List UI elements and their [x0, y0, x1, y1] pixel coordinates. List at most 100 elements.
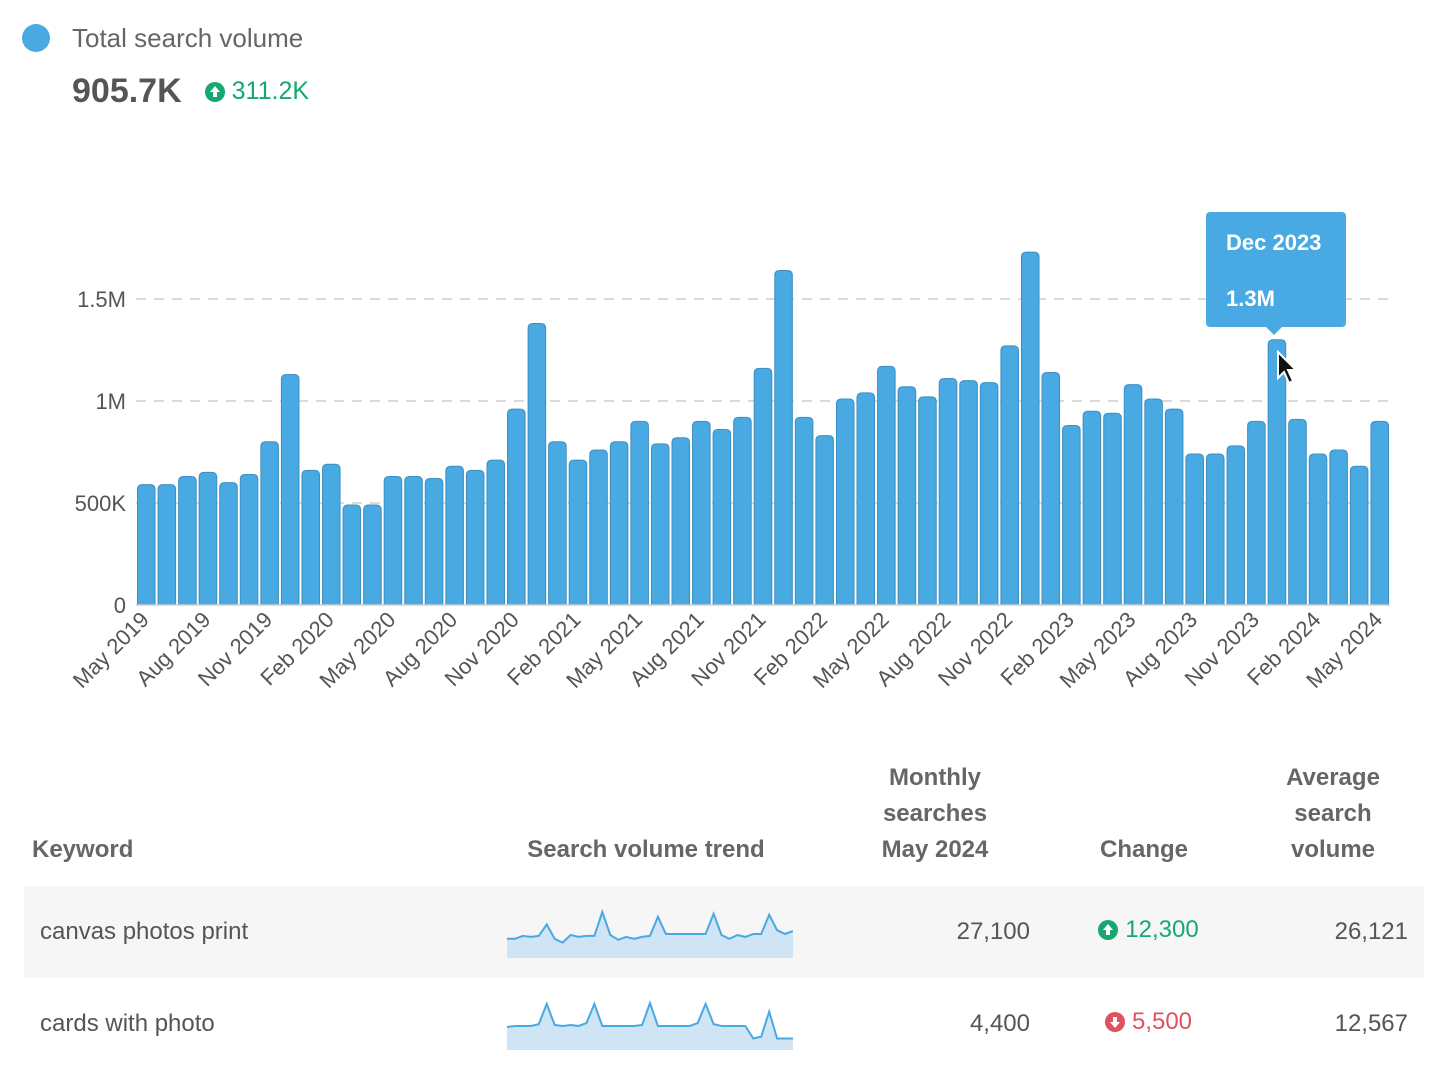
bar-dec-2021[interactable] [774, 269, 793, 606]
total-change: 311.2K [204, 77, 309, 106]
bar-may-2021[interactable] [630, 420, 649, 606]
keyword-cell[interactable]: cards with photo [40, 1010, 215, 1037]
legend-label: Total search volume [72, 22, 304, 53]
header-monthly-line-1: Monthly [889, 764, 981, 791]
bar-jul-2023[interactable] [1164, 408, 1184, 606]
bar-may-2024[interactable] [1370, 420, 1389, 606]
table-row[interactable]: cards with photo 4,400 5,500 12,567 [24, 978, 1424, 1070]
sparkline-line [507, 908, 793, 944]
header-average-line-3: volume [1290, 836, 1376, 863]
change-value-up: 12,300 [1097, 916, 1199, 944]
bar-oct-2021[interactable] [733, 416, 752, 606]
tooltip-date: Dec 2023 [1226, 230, 1322, 255]
bar-dec-2022[interactable] [1020, 251, 1040, 606]
bar-dec-2020[interactable] [527, 322, 547, 606]
bar-aug-2020[interactable] [445, 465, 464, 606]
legend-swatch [22, 24, 50, 52]
header-keyword[interactable]: Keyword [32, 836, 134, 863]
arrow-up-circle-icon [1098, 920, 1119, 940]
bar-may-2022[interactable] [877, 365, 896, 606]
change-cell: 5,500 [1046, 978, 1250, 1070]
trend-cell [468, 886, 832, 978]
headline-metrics: 905.7K 311.2K [72, 72, 309, 111]
bar-apr-2024[interactable] [1349, 465, 1369, 606]
mouse-pointer-icon [1277, 350, 1299, 385]
sparkline-area [507, 911, 793, 958]
bar-nov-2020[interactable] [507, 408, 526, 606]
bar-oct-2020[interactable] [486, 459, 506, 606]
sparkline-line [507, 999, 793, 1040]
bar-aug-2023[interactable] [1185, 453, 1204, 606]
bar-nov-2023[interactable] [1247, 420, 1266, 606]
bar-oct-2019[interactable] [239, 473, 259, 606]
bar-sep-2023[interactable] [1205, 453, 1225, 606]
change-cell: 12,300 [1046, 886, 1250, 978]
bar-mar-2022[interactable] [835, 398, 855, 606]
bar-mar-2023[interactable] [1082, 410, 1102, 606]
bar-may-2023[interactable] [1123, 384, 1143, 606]
bar-sep-2021[interactable] [712, 429, 732, 606]
bar-dec-2023[interactable] [1267, 339, 1287, 606]
bar-may-2020[interactable] [383, 475, 403, 606]
bar-aug-2019[interactable] [198, 471, 218, 606]
bar-feb-2023[interactable] [1062, 424, 1081, 606]
legend[interactable]: Total search volume [22, 22, 303, 54]
bar-dec-2019[interactable] [280, 373, 300, 606]
bar-sep-2022[interactable] [959, 380, 978, 606]
monthly-searches-cell: 27,100 [832, 886, 1046, 978]
bar-nov-2019[interactable] [260, 441, 279, 606]
bar-jan-2020[interactable] [301, 469, 321, 606]
bar-jul-2022[interactable] [918, 396, 937, 606]
monthly-searches-cell: 4,400 [969, 1010, 1030, 1037]
bar-jan-2023[interactable] [1041, 371, 1061, 606]
bar-jun-2019[interactable] [157, 484, 177, 606]
average-volume-cell: 12,567 [1334, 1010, 1408, 1037]
bar-sep-2019[interactable] [219, 482, 238, 606]
bar-jan-2024[interactable] [1288, 418, 1307, 606]
bar-oct-2022[interactable] [979, 382, 999, 606]
bar-mar-2020[interactable] [342, 504, 362, 606]
header-search-volume-trend: Search volume trend [527, 836, 765, 863]
bar-may-2019[interactable] [137, 484, 156, 606]
bar-jul-2021[interactable] [671, 437, 691, 606]
bar-jul-2019[interactable] [178, 475, 197, 606]
y-tick-label: 1M [95, 389, 126, 414]
bar-feb-2021[interactable] [568, 459, 588, 606]
bar-feb-2020[interactable] [322, 463, 341, 606]
bar-jun-2022[interactable] [897, 386, 917, 606]
bar-apr-2020[interactable] [363, 504, 382, 606]
header-monthly-searches[interactable]: Monthly searches May 2024 [832, 760, 1046, 886]
bar-oct-2023[interactable] [1226, 445, 1246, 606]
header-average-line-1: Average [1286, 764, 1380, 791]
bar-nov-2021[interactable] [753, 367, 773, 606]
bar-jun-2020[interactable] [404, 475, 423, 606]
bar-jul-2020[interactable] [424, 478, 444, 606]
trend-sparkline [507, 999, 793, 1050]
header-change[interactable]: Change [1099, 836, 1188, 863]
bar-mar-2024[interactable] [1329, 449, 1348, 606]
bar-jun-2023[interactable] [1144, 398, 1163, 606]
table-row[interactable]: canvas photos print 27,100 12,300 26,121 [24, 886, 1424, 978]
bar-apr-2023[interactable] [1103, 412, 1122, 606]
tooltip-value: 1.3M [1226, 286, 1275, 311]
bar-mar-2021[interactable] [589, 449, 608, 606]
bar-aug-2021[interactable] [692, 420, 711, 606]
bar-feb-2022[interactable] [815, 435, 834, 606]
keyword-cell[interactable]: canvas photos print [24, 886, 468, 978]
change-value-text: 12,300 [1125, 916, 1199, 943]
bar-jan-2021[interactable] [548, 441, 567, 606]
bar-apr-2021[interactable] [609, 441, 629, 606]
header-average-line-2: search [1294, 800, 1372, 827]
bar-nov-2022[interactable] [1000, 345, 1019, 606]
bar-jan-2022[interactable] [794, 416, 814, 606]
header-average-search-volume[interactable]: Average search volume [1250, 760, 1424, 886]
change-value-down: 5,500 [1104, 1008, 1192, 1036]
bar-feb-2024[interactable] [1308, 453, 1328, 606]
bar-aug-2022[interactable] [938, 378, 958, 606]
table-header-row: Keyword Search volume trend Monthly sear… [24, 760, 1424, 886]
bar-sep-2020[interactable] [465, 469, 485, 606]
bar-jun-2021[interactable] [650, 443, 670, 606]
header-monthly-line-3: May 2024 [881, 836, 989, 863]
bar-apr-2022[interactable] [856, 392, 876, 606]
